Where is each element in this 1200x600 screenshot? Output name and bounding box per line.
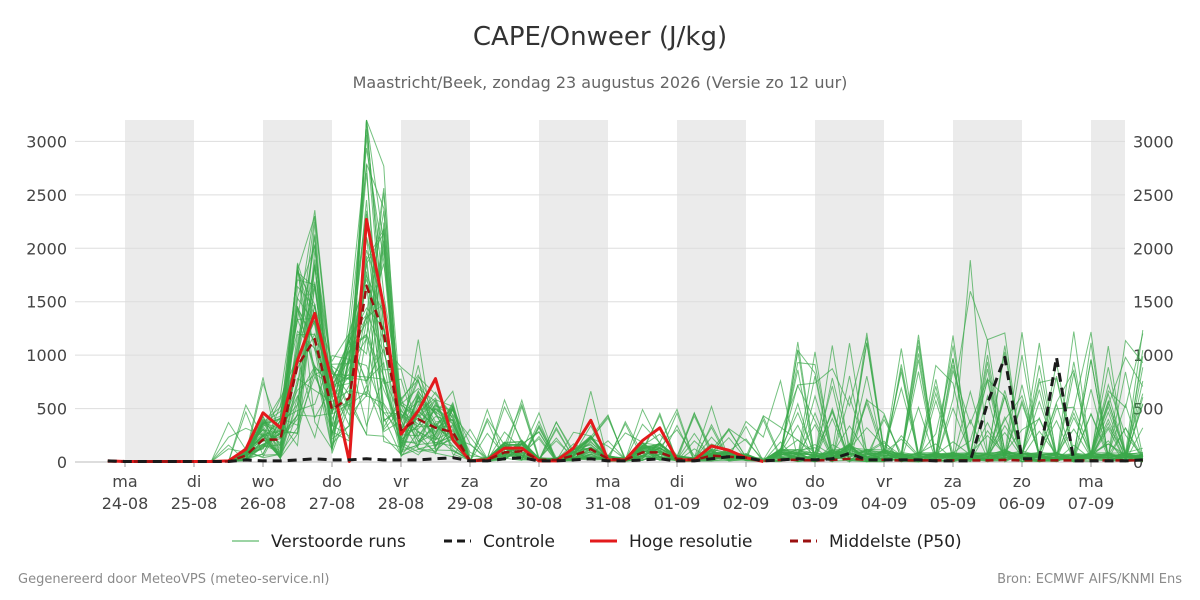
x-tick-date: 05-09 [930, 494, 977, 513]
x-tick-day: ma [112, 472, 137, 491]
y-tick-label-right: 2000 [1133, 239, 1174, 258]
x-tick-day: zo [1013, 472, 1031, 491]
x-tick-date: 01-09 [654, 494, 701, 513]
y-tick-label-left: 1000 [26, 346, 67, 365]
y-tick-label-left: 2000 [26, 239, 67, 258]
legend-label: Controle [483, 532, 555, 552]
legend-label: Verstoorde runs [271, 532, 406, 552]
x-tick-day: za [461, 472, 479, 491]
y-tick-label-left: 2500 [26, 186, 67, 205]
x-tick-date: 06-09 [999, 494, 1046, 513]
x-tick-day: za [944, 472, 962, 491]
x-tick-day: ma [595, 472, 620, 491]
y-tick-label-right: 0 [1133, 453, 1143, 472]
x-tick-day: do [805, 472, 825, 491]
y-tick-label-left: 1500 [26, 293, 67, 312]
footer-source: Bron: ECMWF AIFS/KNMI Ens [997, 572, 1182, 587]
y-tick-label-left: 3000 [26, 132, 67, 151]
x-tick-date: 24-08 [102, 494, 149, 513]
x-tick-date: 31-08 [585, 494, 632, 513]
x-tick-day: di [187, 472, 202, 491]
y-tick-label-right: 3000 [1133, 132, 1174, 151]
x-tick-day: do [322, 472, 342, 491]
control-line [107, 355, 1143, 463]
x-tick-day: vr [393, 472, 409, 491]
x-tick-day: di [670, 472, 685, 491]
x-tick-day: wo [735, 472, 758, 491]
x-tick-date: 29-08 [447, 494, 494, 513]
legend-label: Middelste (P50) [829, 532, 962, 552]
chart-title: CAPE/Onweer (J/kg) [472, 22, 728, 52]
footer-generator: Gegenereerd door MeteoVPS (meteo-service… [18, 572, 330, 587]
x-tick-date: 28-08 [378, 494, 425, 513]
x-tick-date: 27-08 [309, 494, 356, 513]
y-tick-label-left: 500 [36, 400, 67, 419]
x-tick-date: 02-09 [723, 494, 770, 513]
day-band [125, 120, 194, 462]
legend-label: Hoge resolutie [629, 532, 753, 552]
x-tick-date: 03-09 [792, 494, 839, 513]
y-tick-label-left: 0 [57, 453, 67, 472]
x-tick-date: 25-08 [171, 494, 218, 513]
y-tick-label-right: 1500 [1133, 293, 1174, 312]
y-tick-label-right: 2500 [1133, 186, 1174, 205]
x-tick-date: 07-09 [1068, 494, 1115, 513]
x-tick-day: wo [252, 472, 275, 491]
chart-subtitle: Maastricht/Beek, zondag 23 augustus 2026… [352, 73, 848, 92]
x-tick-date: 04-09 [861, 494, 908, 513]
x-tick-date: 30-08 [516, 494, 563, 513]
x-tick-date: 26-08 [240, 494, 287, 513]
day-band [677, 120, 746, 462]
x-tick-day: zo [530, 472, 548, 491]
x-tick-day: vr [876, 472, 892, 491]
x-tick-day: ma [1078, 472, 1103, 491]
day-band [539, 120, 608, 462]
